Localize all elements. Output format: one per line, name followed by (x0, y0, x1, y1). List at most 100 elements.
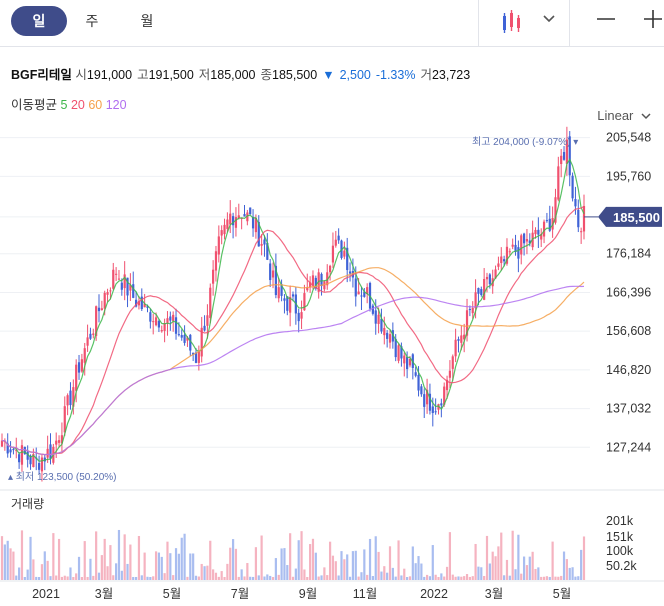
candle-body (251, 216, 255, 229)
volume-bar (254, 547, 258, 580)
candle-body (517, 247, 520, 259)
chart-type-button[interactable] (490, 4, 568, 40)
volume-bar (46, 560, 49, 580)
candle (577, 199, 580, 233)
volume-bar (394, 576, 397, 580)
candle (100, 300, 103, 311)
candle (323, 280, 326, 292)
tab-daily[interactable]: 일 (11, 6, 67, 36)
volume-bar (491, 551, 494, 580)
volume-bar (420, 563, 423, 580)
candle (457, 336, 460, 353)
volume-bar (263, 576, 266, 580)
candle (237, 203, 240, 220)
volume-bar (174, 548, 178, 580)
candle (92, 328, 95, 339)
candle-body (117, 278, 121, 280)
candle (43, 454, 46, 471)
candle-body (334, 239, 337, 246)
volume-bar (391, 567, 394, 580)
volume-bar (374, 536, 377, 580)
x-tick-label: 5월 (553, 587, 571, 601)
candle-body (12, 449, 15, 451)
candle-body (260, 243, 263, 246)
candle (180, 329, 183, 341)
tab-weekly[interactable]: 주 (85, 13, 99, 29)
candle (231, 212, 235, 239)
candle (540, 228, 543, 248)
candle-body (149, 312, 152, 322)
volume-bar (152, 576, 155, 580)
volume-bar (140, 575, 143, 580)
candle-body (103, 292, 106, 309)
volume-bar (26, 569, 29, 580)
volume-bar (560, 575, 563, 580)
zoom-in-button[interactable] (636, 8, 664, 38)
volume-bar (117, 529, 121, 580)
volume-bar (460, 576, 463, 580)
volume-bar (37, 576, 41, 580)
volume-bar (508, 575, 511, 580)
volume-bar (463, 576, 466, 580)
ma-20-line (1, 205, 585, 456)
volume-bar (217, 576, 220, 580)
candle-body (40, 457, 44, 472)
candle (194, 348, 198, 364)
candle (571, 172, 574, 202)
candle-body (437, 404, 440, 410)
candle-body (346, 247, 349, 271)
candle-body (434, 411, 437, 413)
volume-bar (488, 563, 491, 580)
candle-body (483, 278, 486, 300)
candle-body (520, 235, 523, 255)
candle (423, 388, 426, 418)
volume-bar (49, 576, 52, 580)
candle-body (192, 352, 195, 355)
candle (485, 272, 489, 293)
candle-body (0, 440, 4, 447)
volume-bar (368, 538, 372, 580)
candle-body (194, 352, 198, 363)
candle (112, 262, 115, 291)
moving-average-legend[interactable]: 이동평균 5 20 60 120 (11, 94, 127, 113)
candle (326, 264, 329, 290)
volume-bar (309, 544, 312, 580)
candle (80, 353, 83, 373)
candle (249, 207, 252, 215)
min-price-annotation: ▴ 최저 123,500 (50.20%) (8, 471, 116, 483)
candle (403, 352, 406, 377)
y-tick-label: 137,032 (606, 402, 651, 416)
low-value: 185,000 (210, 68, 256, 82)
volume-bar (431, 545, 434, 580)
candle (269, 258, 272, 288)
candle-body (286, 296, 289, 311)
candle (0, 433, 4, 448)
candle-body (545, 220, 549, 222)
volume-bar (574, 576, 577, 580)
candle-body (283, 298, 286, 301)
candle (209, 283, 212, 324)
candle-body (203, 325, 206, 331)
scale-selector[interactable]: Linear (597, 108, 652, 123)
volume-bar (417, 556, 420, 580)
candle (397, 343, 400, 364)
candle-body (137, 301, 141, 306)
tab-monthly[interactable]: 월 (140, 13, 154, 29)
volume-bar (274, 558, 277, 580)
volume-bar (443, 576, 446, 580)
candle (246, 209, 249, 226)
candle-body (380, 318, 383, 332)
volume-bar (209, 540, 212, 580)
zoom-out-button[interactable] (590, 8, 620, 38)
volume-bar (192, 553, 195, 580)
candle-body (374, 310, 377, 324)
candle-body (163, 322, 166, 331)
candle-body (360, 295, 363, 297)
candle-body (209, 287, 212, 318)
candle-body (146, 306, 149, 308)
candle-body (15, 450, 18, 452)
volume-bar (189, 553, 192, 580)
candle-body (414, 372, 417, 376)
candle (234, 207, 238, 237)
